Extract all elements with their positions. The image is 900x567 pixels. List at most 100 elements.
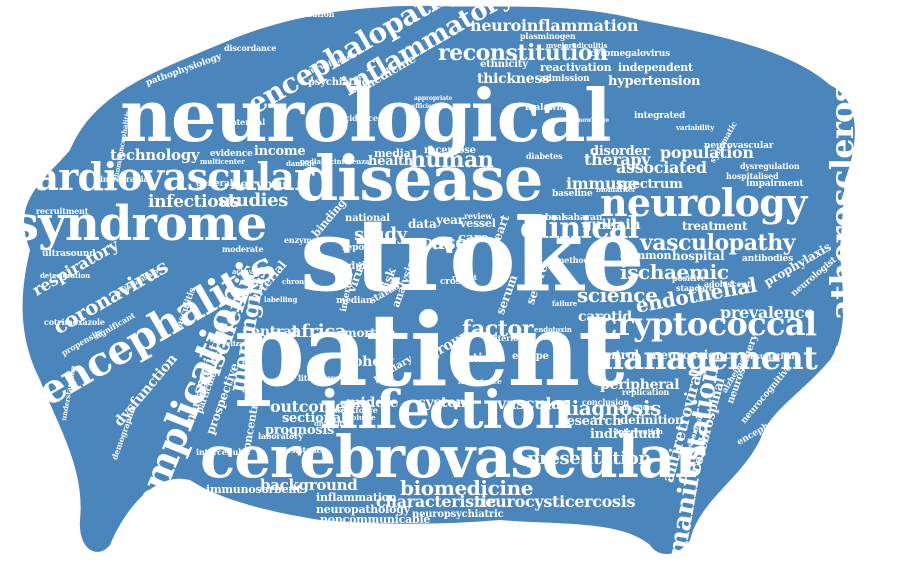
cloud-word: saharan — [563, 213, 603, 223]
cloud-word: syndrome — [12, 196, 267, 252]
cloud-word: diabetes — [526, 151, 563, 161]
cloud-word: standard — [676, 283, 715, 293]
cloud-word: consultation — [740, 351, 795, 361]
cloud-word: neurological — [120, 73, 612, 158]
cloud-word: variability — [676, 123, 715, 132]
cloud-word: intervention — [616, 427, 663, 436]
cloud-word: soluble — [348, 413, 376, 422]
cloud-word: myeloradiculitis — [546, 41, 608, 50]
cloud-word: vascular — [497, 394, 570, 413]
cloud-word: characteristic — [376, 492, 497, 511]
cloud-word: potential — [226, 117, 266, 127]
cloud-word: method — [556, 255, 590, 265]
cloud-word: replication — [622, 387, 670, 397]
cloud-word: damage — [286, 159, 316, 168]
cloud-word: study — [354, 224, 407, 245]
cloud-word: deterioration — [40, 271, 91, 280]
cloud-word: neuroinflammation — [470, 16, 639, 35]
cloud-word: pediatric — [300, 157, 335, 166]
cloud-word: associated — [616, 158, 707, 177]
cloud-word: cerebrovascular — [200, 423, 705, 491]
cloud-word: enzyme — [284, 235, 317, 245]
cloud-word: review — [464, 211, 493, 221]
cloud-word: cotrimoxazole — [44, 317, 105, 327]
cloud-word: integrated — [634, 111, 686, 121]
cloud-word: sectional — [282, 411, 346, 426]
cloud-word: vasculopathy — [640, 230, 796, 256]
cloud-word: factor — [462, 316, 533, 342]
cloud-word: evidence — [210, 149, 253, 159]
cloud-word: prevalence — [720, 303, 815, 322]
cloud-word: adolescent — [704, 279, 751, 289]
cloud-word: population — [660, 143, 754, 162]
cloud-word: cerebral — [524, 213, 565, 223]
cloud-word: ischaemic — [620, 260, 729, 284]
cloud-word: dysregulation — [740, 161, 800, 171]
cloud-word: malawian — [525, 103, 572, 113]
cloud-word: care — [458, 231, 489, 246]
cloud-word: psychiatric — [308, 77, 368, 88]
cloud-word: nervous — [230, 177, 291, 193]
cloud-word: workforce — [334, 405, 378, 415]
cloud-word: thickness — [477, 71, 550, 87]
cloud-word: incidence — [336, 113, 378, 123]
cloud-word: human — [410, 147, 494, 173]
cloud-word: science — [577, 283, 658, 307]
cloud-word: intima — [460, 351, 503, 365]
cloud-word: vessel — [460, 217, 496, 230]
cloud-word: data — [408, 217, 437, 231]
cloud-word: presentation — [527, 448, 652, 469]
cloud-word: adult — [342, 261, 371, 272]
cloud-word: moderate — [222, 244, 264, 254]
cloud-word: resistance — [282, 445, 327, 455]
cloud-word: failure — [552, 299, 578, 308]
cloud-word: neurocysticercosis — [474, 492, 636, 511]
cloud-word: cohort — [345, 354, 395, 370]
cloud-word: definition — [620, 413, 684, 427]
cloud-word: neurology — [600, 180, 807, 225]
cloud-word: influenza — [334, 157, 370, 166]
cloud-word: year — [436, 213, 464, 227]
cloud-word: cross — [440, 277, 466, 287]
cloud-word: neuropathology — [316, 503, 410, 516]
cloud-word: antibodies — [742, 254, 793, 264]
cloud-word: guillain — [582, 217, 641, 233]
cloud-word: hospitalization — [270, 9, 335, 19]
cloud-word: appropriate — [414, 95, 453, 102]
cloud-word: activation — [232, 267, 270, 276]
cloud-word: ethnicity — [480, 59, 528, 70]
cloud-word: treatment — [682, 219, 748, 233]
cloud-word: recruitment — [36, 206, 89, 216]
cloud-word: atherosclerosis — [823, 55, 861, 320]
cloud-word: inflammation — [316, 491, 397, 504]
cloud-word: africa — [290, 321, 347, 342]
cloud-word: literature — [298, 373, 340, 383]
cloud-word: positive — [672, 273, 706, 283]
cloud-word: immunosorbent — [206, 483, 302, 496]
cloud-word: background — [260, 476, 358, 494]
cloud-word: ultrasound — [42, 249, 96, 259]
cloud-word: discordance — [224, 43, 277, 53]
cloud-word: disorder — [590, 144, 649, 159]
cloud-word: clinical — [520, 211, 639, 246]
cloud-word: prognosis — [265, 423, 335, 438]
cloud-word: reflect — [452, 273, 477, 282]
cloud-word: noncommunicable — [320, 513, 431, 526]
cloud-word: cytomegalovirus — [590, 49, 670, 59]
cloud-word: intercellular — [196, 447, 251, 457]
cloud-word: biomarker — [596, 185, 636, 194]
cloud-word: reconstitution — [438, 40, 608, 66]
cloud-word: chronic — [282, 277, 311, 286]
cloud-word: intracranial — [100, 174, 152, 184]
cloud-word: income — [254, 144, 306, 159]
cloud-word: laboratory — [258, 431, 303, 441]
cloud-word: endotoxin — [534, 325, 572, 334]
cloud-word: reactivation — [540, 61, 612, 74]
cloud-word: coefficient — [404, 103, 439, 110]
cloud-word: multicenter — [200, 157, 245, 166]
cloud-word: carotid — [578, 309, 632, 325]
cloud-word: peripheral — [600, 377, 680, 393]
